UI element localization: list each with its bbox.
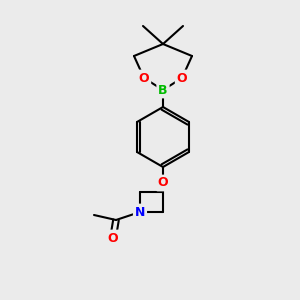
Text: B: B: [158, 83, 168, 97]
Text: O: O: [139, 71, 149, 85]
Text: N: N: [135, 206, 145, 218]
Text: O: O: [177, 71, 187, 85]
Text: O: O: [108, 232, 118, 244]
Text: O: O: [158, 176, 168, 190]
